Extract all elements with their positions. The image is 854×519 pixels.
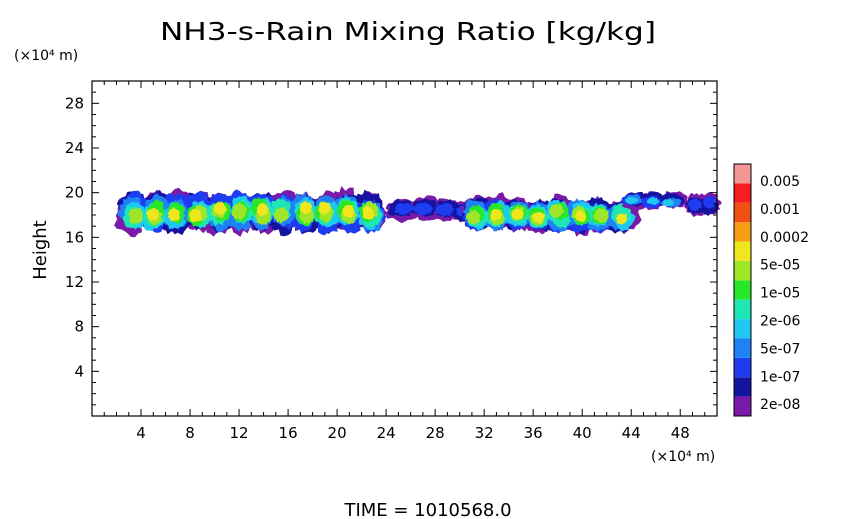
x-tick-label: 4 [136,424,146,442]
colorbar-label: 5e-07 [760,341,800,357]
contour-fill [146,208,160,221]
x-tick-label: 40 [573,424,592,442]
contour-fill [646,197,660,205]
x-tick-label: 8 [185,424,195,442]
colorbar-label: 5e-05 [760,258,800,274]
y-tick-label: 24 [65,139,84,157]
x-unit-label: (×10⁴ m) [651,449,715,465]
contour-fill [213,201,227,216]
contour-field [114,186,722,238]
colorbar-label: 1e-07 [760,369,800,385]
y-tick-label: 28 [65,94,84,112]
colorbar-swatch [734,357,751,378]
colorbar-swatch [734,241,751,261]
contour-fill [574,210,587,223]
x-tick-label: 20 [328,424,347,442]
colorbar-swatch [734,377,751,397]
x-tick-label: 48 [671,424,690,442]
y-tick-label: 16 [65,228,84,246]
contour-fill [231,202,248,221]
colorbar-label: 2e-06 [760,314,800,330]
y-tick-label: 12 [65,273,84,291]
contour-fill [342,204,355,218]
contour-fill [624,196,639,205]
colorbar-swatch [734,299,751,320]
x-tick-label: 12 [230,424,249,442]
x-tick-label: 32 [475,424,494,442]
contour-fill [687,198,703,212]
y-tick-label: 4 [74,362,84,380]
y-axis-label: Height [30,220,51,280]
colorbar-label: 0.001 [760,202,800,218]
x-tick-label: 44 [622,424,641,442]
contour-fill [435,203,455,217]
colorbar-swatch [734,222,751,242]
colorbar: 0.005 0.001 0.0002 5e-05 1e-05 2e-06 5e-07 1e-0… [733,163,809,417]
colorbar-swatch [734,338,751,358]
contour-fill [318,201,332,216]
x-tick-label: 28 [426,424,445,442]
colorbar-swatch [734,260,751,281]
colorbar-label: 2e-08 [760,397,800,413]
contour-fill [615,213,628,226]
contour-fill [661,199,674,207]
colorbar-swatch [734,164,751,184]
contour-fill [362,206,375,220]
x-tick-label: 36 [524,424,543,442]
colorbar-swatch [734,183,751,203]
plot-frame [91,80,718,417]
x-tick-label: 16 [279,424,298,442]
contour-fill [465,209,481,226]
contour-fill [511,208,524,220]
contour-fill [701,194,717,209]
contour-fill [127,207,144,224]
footer-time: TIME = 1010568.0 [343,500,511,519]
contour-fill [412,202,434,216]
field-region [461,192,642,237]
contour-fill [489,208,502,221]
field-region [684,192,722,218]
contour-fill [394,202,414,215]
colorbar-label: 0.005 [760,174,800,190]
contour-fill [299,200,313,215]
y-tick-label: 20 [65,184,84,202]
contour-fill [593,207,609,223]
y-tick-label: 8 [74,318,84,336]
contour-fill [548,204,565,219]
contour-fill [532,211,546,224]
chart-title: NH3-s-Rain Mixing Ratio [kg/kg] [160,17,656,46]
contour-fill [189,208,202,223]
colorbar-swatch [734,319,751,339]
contour-fill [272,206,289,225]
field-region [114,186,387,238]
y-unit-label: (×10⁴ m) [14,48,78,64]
contour-fill [256,202,270,217]
contour-fill [167,207,181,222]
colorbar-swatch [734,202,751,223]
colorbar-swatch [734,280,751,300]
x-tick-label: 24 [377,424,396,442]
field-region [620,190,688,212]
colorbar-label: 0.0002 [760,230,809,246]
colorbar-label: 1e-05 [760,286,800,302]
colorbar-frame [733,163,752,417]
colorbar-swatch [734,396,751,416]
